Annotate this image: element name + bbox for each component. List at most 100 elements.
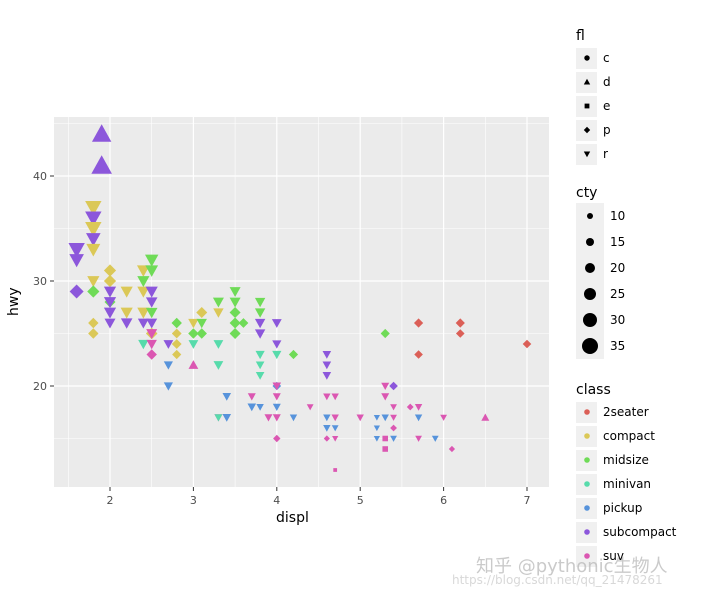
data-point [272, 393, 281, 401]
data-point [103, 264, 117, 277]
data-point [322, 372, 332, 380]
data-point [272, 382, 282, 391]
data-point [272, 350, 282, 360]
data-point [381, 393, 390, 401]
legend-class-label: pickup [603, 501, 643, 515]
circle-key [583, 55, 590, 61]
legend-class-label: subcompact [603, 525, 677, 539]
data-point [229, 317, 241, 329]
color-dot-icon [576, 401, 597, 423]
data-point [171, 339, 182, 349]
circle-size-icon [576, 281, 604, 307]
legend-fl-item: r [576, 142, 611, 166]
data-point [137, 286, 150, 298]
color-key [583, 409, 590, 415]
color-key [583, 529, 590, 535]
data-point [331, 425, 339, 432]
color-key [583, 433, 590, 439]
data-point [331, 414, 339, 422]
size-key [586, 238, 594, 246]
legend-class-label: minivan [603, 477, 652, 491]
legend-class-item: subcompact [576, 520, 676, 544]
data-point [373, 436, 380, 442]
data-point [431, 435, 439, 442]
data-point [272, 414, 281, 422]
legend-class-item: minivan [576, 472, 676, 496]
data-point [136, 265, 150, 277]
data-point [382, 435, 388, 442]
data-points [68, 124, 532, 472]
legend-class: class 2seater compact midsize minivan pickup… [576, 382, 676, 568]
color-dot-icon [576, 521, 597, 543]
legend-cty-label: 15 [610, 235, 626, 249]
data-point [188, 360, 199, 369]
data-point [238, 318, 249, 328]
legend-class-item: compact [576, 424, 676, 448]
data-point [256, 404, 264, 411]
data-point [289, 414, 298, 422]
data-point [188, 328, 199, 339]
data-point [455, 318, 465, 328]
circle-size-icon [576, 203, 604, 229]
data-point [406, 403, 414, 411]
data-point [455, 329, 465, 338]
legend-cty-item: 30 [576, 307, 625, 333]
circle-size-icon [576, 229, 604, 255]
data-point [120, 318, 133, 329]
legend-class-title: class [576, 382, 611, 398]
legend-fl-item: c [576, 46, 611, 70]
x-tick-label: 7 [524, 494, 531, 507]
data-point [272, 403, 281, 411]
data-point [414, 404, 423, 411]
data-point [196, 307, 208, 318]
data-point [137, 276, 150, 288]
data-point [271, 319, 282, 328]
data-point [171, 328, 182, 339]
data-point [85, 200, 102, 216]
data-point [229, 287, 241, 297]
data-point [138, 339, 149, 350]
x-tick-label: 3 [190, 494, 197, 507]
data-point [188, 340, 199, 349]
data-point [88, 328, 99, 339]
data-point [196, 318, 207, 329]
data-point [229, 297, 241, 308]
x-tick-label: 6 [440, 494, 447, 507]
data-point [254, 329, 266, 339]
data-point [69, 284, 84, 299]
data-point [522, 339, 532, 349]
data-point [145, 286, 158, 298]
circle-size-icon [576, 307, 604, 333]
data-point [87, 285, 100, 298]
color-dot-icon [576, 473, 597, 495]
y-tick-label: 20 [33, 380, 47, 393]
diamond-key [583, 126, 590, 134]
legend-cty-item: 20 [576, 255, 625, 281]
data-point [381, 414, 389, 422]
data-point [254, 318, 266, 329]
data-point [323, 393, 331, 401]
data-point [414, 350, 423, 359]
data-point [333, 468, 338, 472]
data-point [145, 297, 158, 308]
triangle-up-key [583, 78, 590, 85]
data-point [87, 276, 100, 288]
data-point [448, 445, 456, 453]
legend-cty-item: 25 [576, 281, 625, 307]
data-point [373, 415, 380, 421]
data-point [322, 351, 332, 359]
square-key [584, 103, 589, 109]
data-point [103, 307, 117, 319]
data-point [146, 349, 157, 360]
legend-fl-item: p [576, 118, 611, 142]
data-point [171, 317, 182, 329]
data-point [91, 155, 112, 174]
legend-cty-label: 30 [610, 313, 626, 327]
legend-fl-label: d [603, 75, 611, 89]
data-point [332, 436, 339, 442]
data-point [145, 307, 158, 319]
data-point [272, 340, 282, 349]
data-point [415, 435, 422, 442]
data-point [323, 425, 331, 432]
